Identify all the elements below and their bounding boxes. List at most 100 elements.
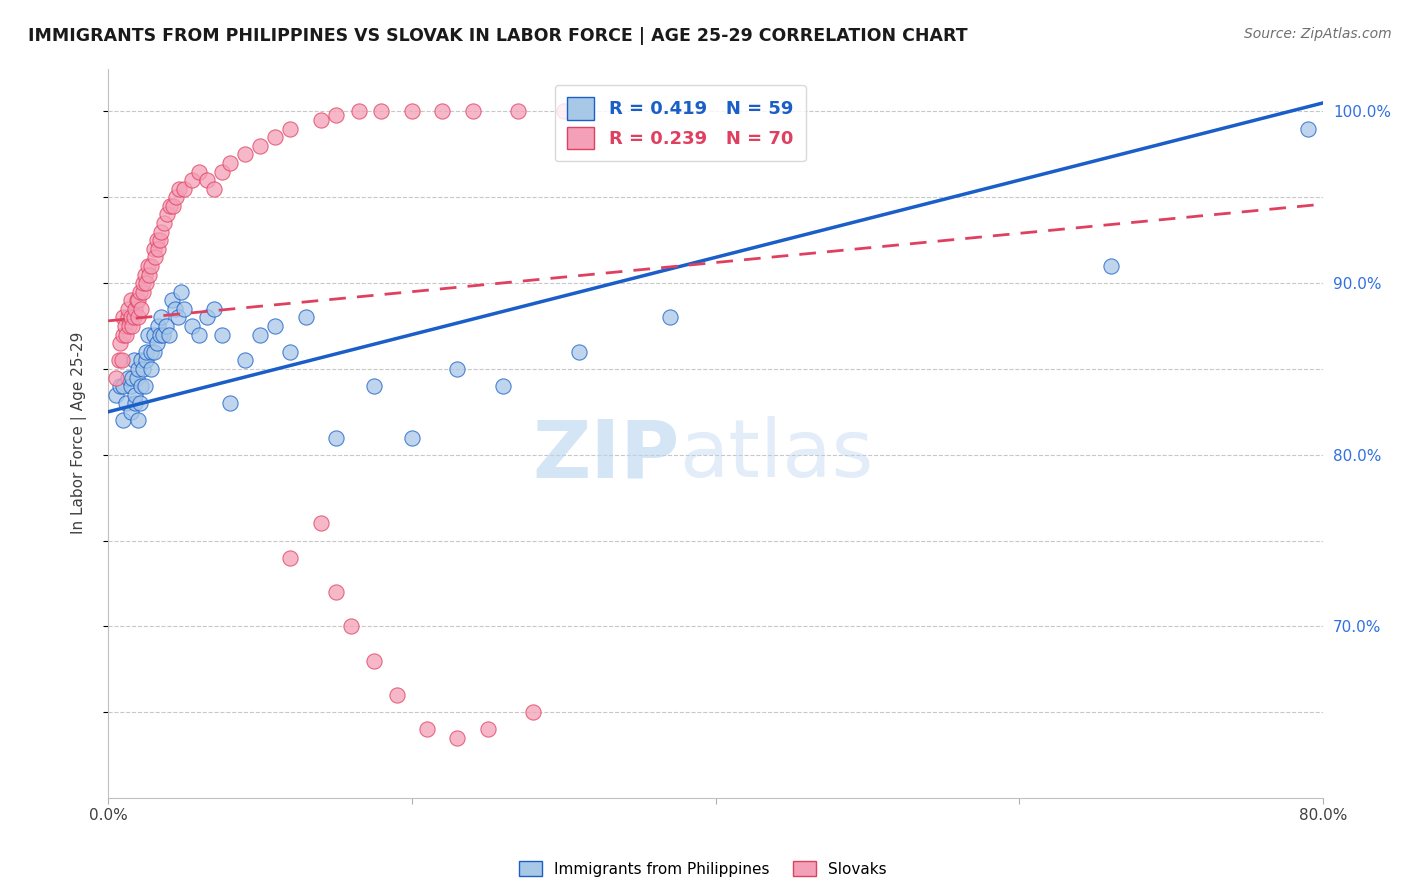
Point: [127, 413, 149, 427]
Point: [143, 251, 166, 265]
Point: [138, 268, 160, 282]
Point: [118, 318, 141, 333]
Point: [249, 327, 271, 342]
Point: [124, 396, 146, 410]
Point: [104, 387, 127, 401]
Point: [107, 353, 129, 368]
Point: [347, 104, 370, 119]
Point: [139, 362, 162, 376]
Point: [125, 370, 148, 384]
Point: [249, 138, 271, 153]
Point: [309, 516, 332, 531]
Point: [148, 318, 170, 333]
Point: [180, 173, 202, 187]
Point: [139, 344, 162, 359]
Point: [110, 336, 132, 351]
Text: atlas: atlas: [679, 417, 873, 494]
Point: [477, 723, 499, 737]
Point: [1296, 121, 1319, 136]
Point: [142, 327, 165, 342]
Point: [446, 362, 468, 376]
Point: [115, 327, 138, 342]
Point: [157, 327, 180, 342]
Point: [115, 396, 138, 410]
Point: [553, 104, 575, 119]
Point: [211, 164, 233, 178]
Point: [173, 301, 195, 316]
Point: [150, 225, 173, 239]
Point: [152, 327, 174, 342]
Y-axis label: In Labor Force | Age 25-29: In Labor Force | Age 25-29: [72, 332, 87, 534]
Point: [120, 293, 142, 308]
Point: [117, 301, 139, 316]
Point: [134, 268, 156, 282]
Point: [188, 164, 211, 178]
Point: [492, 379, 515, 393]
Point: [121, 370, 143, 384]
Point: [160, 293, 183, 308]
Point: [104, 370, 127, 384]
Point: [136, 327, 159, 342]
Point: [114, 318, 136, 333]
Point: [188, 327, 211, 342]
Point: [385, 688, 408, 702]
Point: [121, 318, 143, 333]
Point: [233, 353, 256, 368]
Point: [202, 301, 225, 316]
Point: [280, 550, 302, 565]
Point: [416, 723, 439, 737]
Point: [136, 259, 159, 273]
Point: [120, 379, 142, 393]
Point: [129, 285, 152, 299]
Point: [122, 353, 145, 368]
Point: [153, 216, 176, 230]
Point: [167, 310, 190, 325]
Point: [218, 396, 240, 410]
Point: [264, 130, 287, 145]
Point: [150, 310, 173, 325]
Point: [568, 344, 591, 359]
Point: [139, 259, 162, 273]
Point: [134, 379, 156, 393]
Text: ZIP: ZIP: [531, 417, 679, 494]
Point: [122, 310, 145, 325]
Point: [401, 104, 423, 119]
Point: [169, 182, 191, 196]
Point: [522, 705, 544, 719]
Point: [363, 379, 385, 393]
Point: [325, 108, 347, 122]
Point: [120, 405, 142, 419]
Point: [218, 156, 240, 170]
Point: [173, 182, 195, 196]
Point: [180, 318, 202, 333]
Point: [127, 293, 149, 308]
Point: [117, 310, 139, 325]
Point: [135, 344, 157, 359]
Point: [135, 276, 157, 290]
Point: [170, 285, 193, 299]
Point: [159, 199, 181, 213]
Point: [127, 310, 149, 325]
Point: [363, 654, 385, 668]
Point: [145, 233, 167, 247]
Point: [155, 318, 177, 333]
Text: IMMIGRANTS FROM PHILIPPINES VS SLOVAK IN LABOR FORCE | AGE 25-29 CORRELATION CHA: IMMIGRANTS FROM PHILIPPINES VS SLOVAK IN…: [28, 27, 967, 45]
Point: [142, 242, 165, 256]
Point: [432, 104, 454, 119]
Point: [111, 353, 134, 368]
Text: Source: ZipAtlas.com: Source: ZipAtlas.com: [1244, 27, 1392, 41]
Point: [508, 104, 530, 119]
Point: [131, 379, 153, 393]
Point: [461, 104, 484, 119]
Point: [110, 379, 132, 393]
Point: [325, 431, 347, 445]
Point: [370, 104, 392, 119]
Point: [149, 327, 172, 342]
Point: [112, 327, 135, 342]
Legend: Immigrants from Philippines, Slovaks: Immigrants from Philippines, Slovaks: [512, 853, 894, 884]
Legend: R = 0.419   N = 59, R = 0.239   N = 70: R = 0.419 N = 59, R = 0.239 N = 70: [554, 85, 806, 161]
Point: [162, 199, 184, 213]
Point: [340, 619, 363, 633]
Point: [129, 396, 152, 410]
Point: [233, 147, 256, 161]
